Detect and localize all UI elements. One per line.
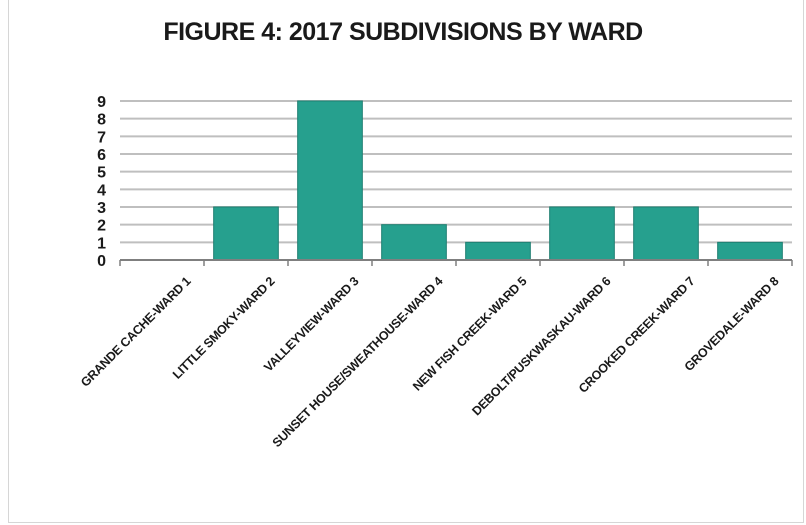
chart-frame xyxy=(8,0,804,523)
bar xyxy=(297,100,363,261)
bars xyxy=(213,100,783,261)
y-tick-label: 5 xyxy=(97,165,106,182)
x-tick-label: GROVEDALE-WARD 8 xyxy=(682,274,782,374)
bar xyxy=(381,224,447,261)
x-tick-label: VALLEYVIEW-WARD 3 xyxy=(261,274,361,374)
x-axis xyxy=(119,259,793,266)
y-tick-label: 3 xyxy=(97,200,106,217)
y-tick-label: 4 xyxy=(97,182,106,199)
bar xyxy=(633,206,699,261)
bar xyxy=(549,206,615,261)
x-tick-label: DEBOLT/PUSKWASKAU-WARD 6 xyxy=(469,274,613,418)
y-tick-label: 1 xyxy=(97,235,106,252)
bar xyxy=(213,206,279,261)
x-tick-label: SUNSET HOUSE/SWEATHOUSE-WARD 4 xyxy=(270,274,446,450)
y-tick-label: 9 xyxy=(97,94,106,111)
y-tick-label: 0 xyxy=(97,253,106,270)
bar xyxy=(465,241,531,261)
y-tick-label: 7 xyxy=(97,129,106,146)
bar xyxy=(717,241,783,261)
y-tick-label: 2 xyxy=(97,218,106,235)
chart-title: FIGURE 4: 2017 SUBDIVISIONS BY WARD xyxy=(163,18,643,46)
y-tick-label: 8 xyxy=(97,112,106,129)
y-tick-label: 6 xyxy=(97,147,106,164)
